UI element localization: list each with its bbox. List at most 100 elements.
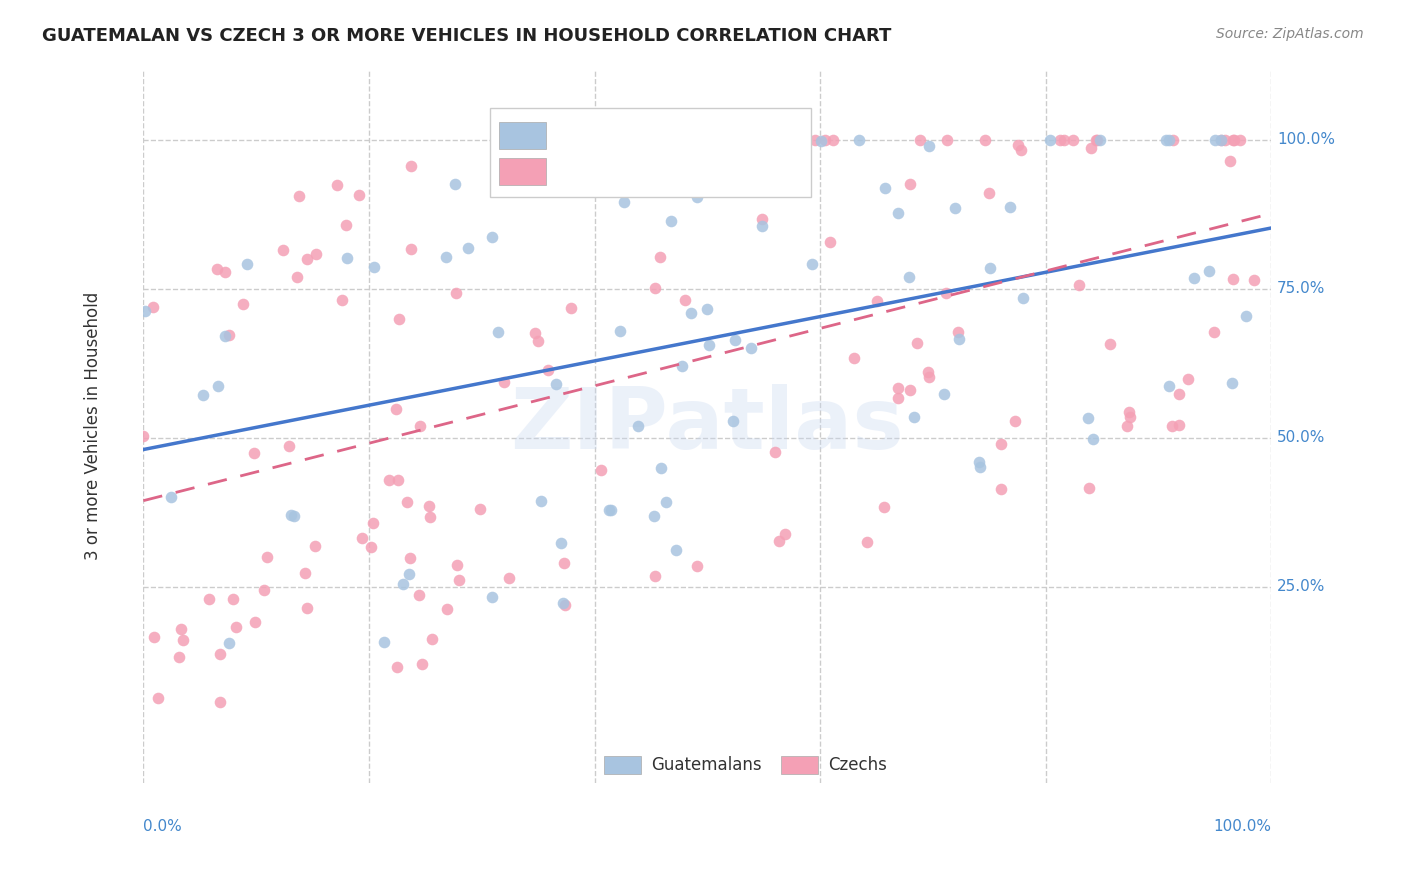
Point (761, 133, 783, 147)
Point (974, 133, 997, 147)
Point (222, 591, 245, 606)
Point (1085, 133, 1108, 147)
Point (198, 592, 221, 607)
Point (205, 261, 228, 276)
Point (800, 257, 823, 271)
Point (208, 647, 231, 661)
Point (536, 363, 558, 377)
Point (1085, 133, 1108, 147)
Point (1004, 414, 1026, 428)
Point (1204, 133, 1226, 147)
Point (627, 419, 650, 434)
Point (481, 230, 503, 244)
Point (280, 508, 302, 522)
Point (305, 246, 328, 260)
Point (918, 370, 941, 384)
Point (1116, 418, 1139, 433)
Point (609, 324, 631, 338)
Point (283, 509, 305, 524)
Point (723, 153, 745, 168)
Text: Czechs: Czechs (828, 756, 887, 774)
Point (873, 181, 896, 195)
Point (910, 133, 932, 147)
Point (225, 619, 247, 633)
Point (1049, 133, 1071, 147)
Point (932, 386, 955, 401)
Point (1154, 133, 1177, 147)
Point (1222, 133, 1244, 147)
Point (1168, 387, 1191, 401)
Point (498, 571, 520, 585)
Text: 25.0%: 25.0% (1277, 579, 1326, 594)
Point (492, 375, 515, 389)
Point (172, 633, 194, 648)
Point (643, 148, 665, 162)
Point (398, 567, 420, 582)
Point (898, 269, 921, 284)
Point (330, 293, 353, 307)
Point (1118, 404, 1140, 418)
Point (917, 365, 939, 379)
Point (659, 213, 682, 227)
Point (990, 437, 1012, 451)
Point (707, 133, 730, 147)
Point (243, 615, 266, 629)
Point (207, 379, 229, 393)
Point (671, 359, 693, 374)
Point (352, 531, 374, 545)
Point (866, 294, 889, 309)
Point (1222, 272, 1244, 286)
Point (347, 188, 370, 202)
Point (530, 494, 553, 508)
Point (823, 133, 845, 147)
Point (285, 270, 308, 285)
FancyBboxPatch shape (603, 756, 641, 774)
Point (626, 133, 648, 147)
Point (598, 503, 620, 517)
Point (977, 186, 1000, 200)
Point (643, 509, 665, 524)
Point (654, 495, 676, 509)
Point (527, 334, 550, 348)
Point (524, 326, 547, 340)
Point (132, 428, 155, 442)
Point (401, 242, 423, 256)
Point (1198, 264, 1220, 278)
Point (1053, 133, 1076, 147)
Point (695, 133, 717, 147)
Point (443, 177, 465, 191)
Text: 100.0%: 100.0% (1277, 133, 1334, 147)
Point (447, 573, 470, 587)
FancyBboxPatch shape (499, 158, 546, 185)
Point (1039, 133, 1062, 147)
Point (768, 533, 790, 548)
Point (740, 341, 762, 355)
Point (208, 695, 231, 709)
Point (1202, 325, 1225, 339)
Point (873, 500, 896, 514)
Point (277, 438, 299, 452)
Point (256, 549, 278, 564)
Text: 75.0%: 75.0% (1277, 281, 1326, 296)
Point (769, 133, 792, 147)
Point (214, 265, 236, 279)
Point (193, 388, 215, 402)
Point (516, 145, 538, 159)
Point (434, 250, 457, 264)
Point (392, 577, 415, 591)
Point (742, 167, 765, 181)
Point (1243, 273, 1265, 287)
Point (408, 588, 430, 602)
Point (1157, 379, 1180, 393)
Point (778, 133, 800, 147)
Point (411, 657, 433, 672)
Point (900, 383, 922, 397)
Point (457, 241, 479, 255)
Point (436, 601, 458, 615)
Point (253, 583, 276, 598)
Point (644, 281, 666, 295)
Text: R = 0.449   N= 135: R = 0.449 N= 135 (557, 162, 754, 180)
Point (1007, 137, 1029, 152)
Point (553, 556, 575, 570)
Point (1177, 372, 1199, 386)
